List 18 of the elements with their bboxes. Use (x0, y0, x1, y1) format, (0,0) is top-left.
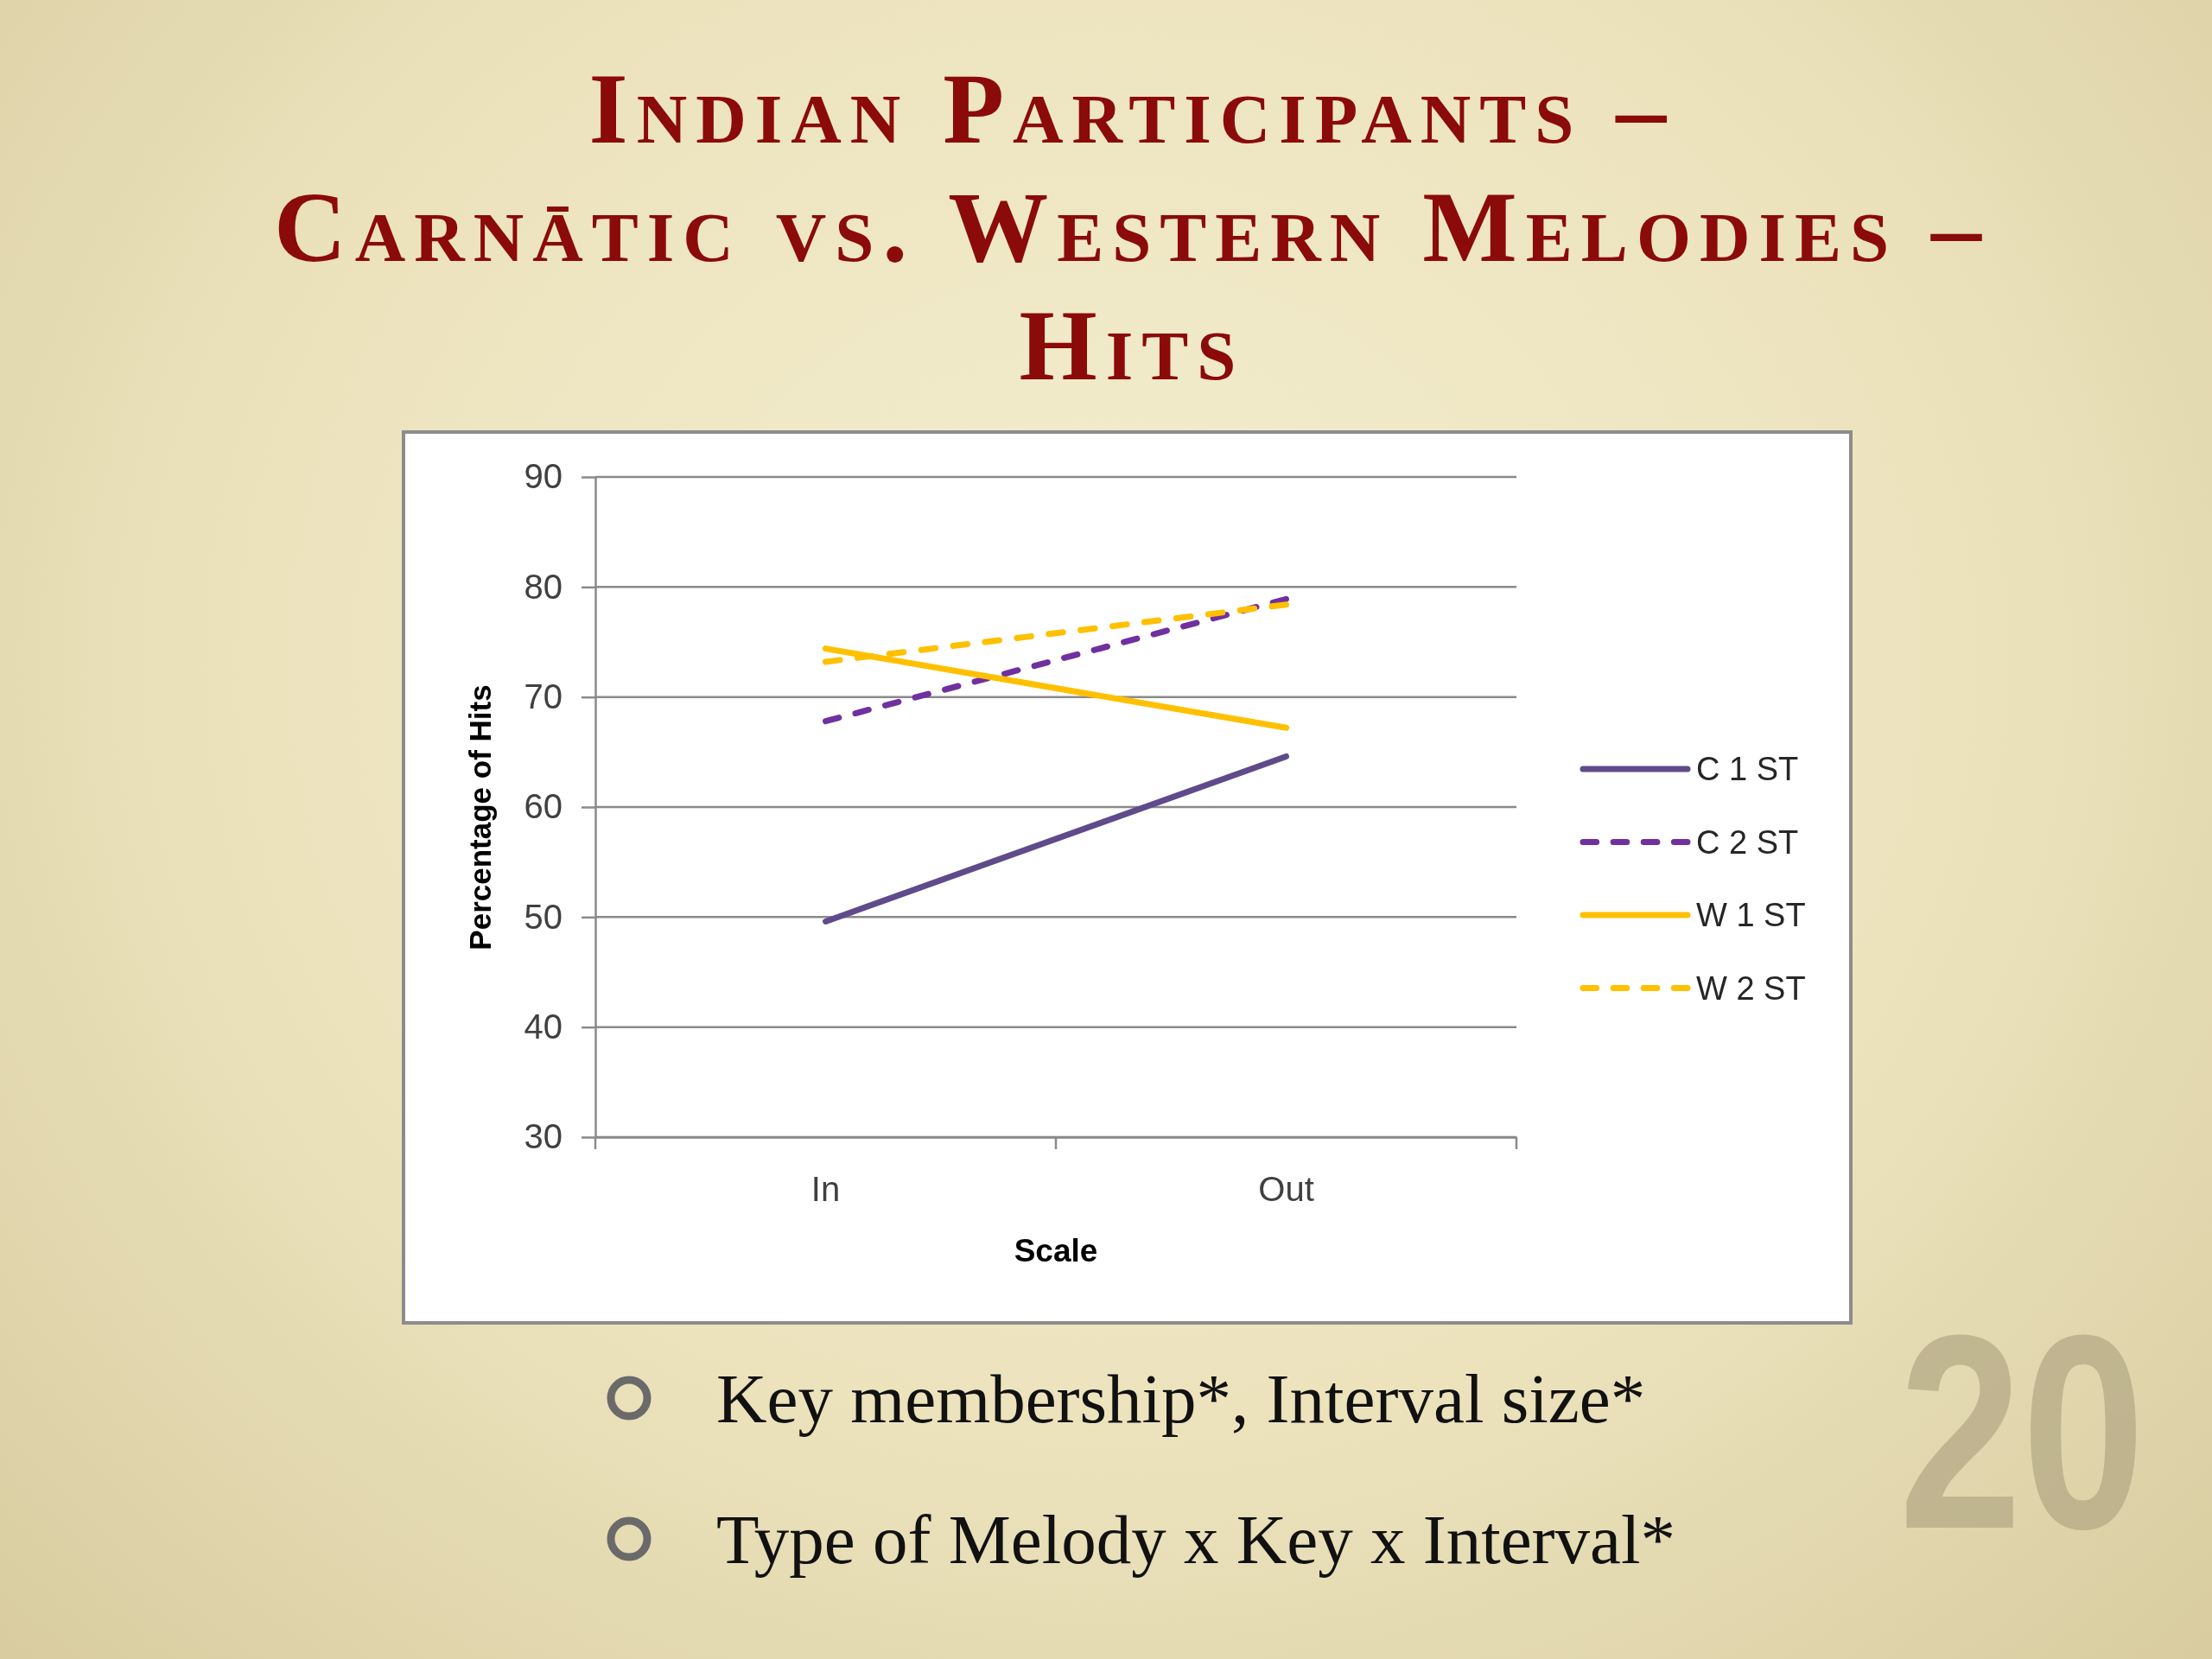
y-tick-label: 80 (524, 567, 563, 606)
y-axis-title: Percentage of Hits (463, 684, 497, 950)
y-tick-label: 70 (524, 677, 563, 715)
legend-label: C 1 ST (1696, 751, 1799, 788)
x-tick-label: In (810, 1170, 841, 1209)
x-axis-title: Scale (1014, 1233, 1098, 1268)
y-tick-label: 50 (524, 897, 563, 936)
text: Type of Melody x Key x Interval* (716, 1501, 1676, 1579)
y-tick-label: 60 (524, 787, 563, 826)
x-tick-label: Out (1258, 1170, 1314, 1209)
chart-title: Indian Participants – Carnātic vs. Western Melodies – Hits (273, 53, 1991, 403)
legend-label: W 2 ST (1696, 969, 1806, 1007)
y-tick-label: 90 (524, 457, 563, 496)
legend-label: C 2 ST (1696, 823, 1799, 861)
legend-label: W 1 ST (1696, 897, 1806, 934)
y-tick-label: 40 (524, 1007, 563, 1046)
text: Key membership*, Interval size* (716, 1360, 1646, 1438)
y-tick-label: 30 (524, 1117, 563, 1156)
